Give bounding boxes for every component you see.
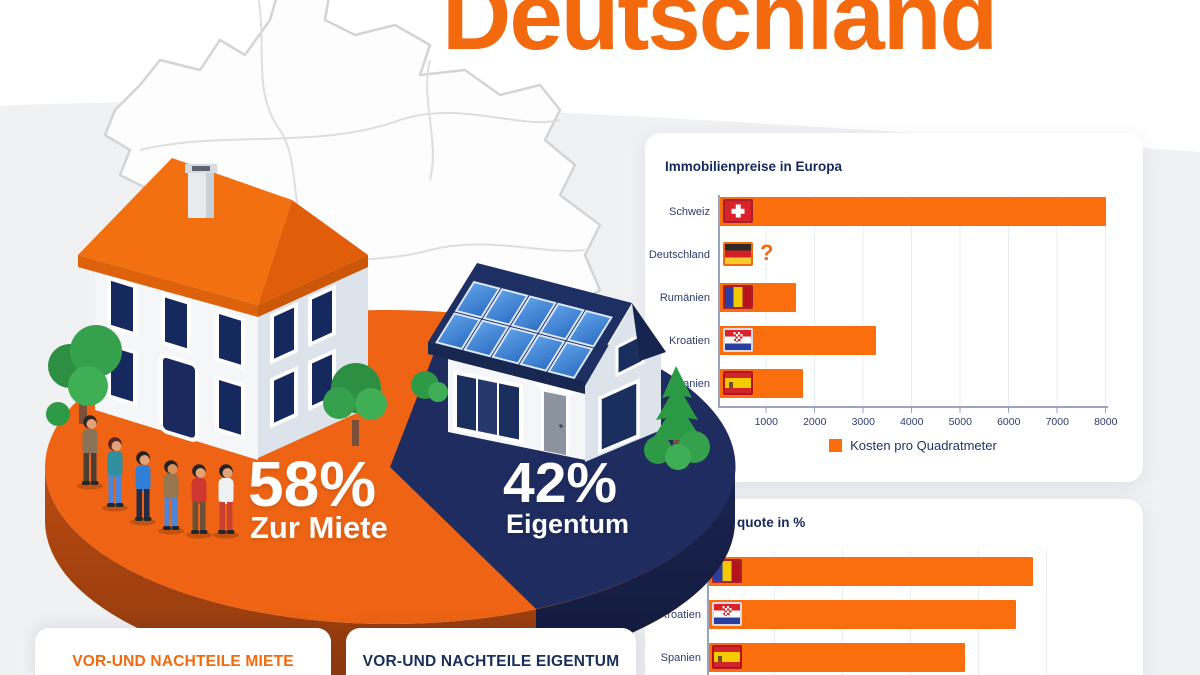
chart2-bar <box>707 557 1034 586</box>
chart1-tick-labels: 1000 2000 3000 4000 5000 6000 7000 8000 <box>742 416 1130 428</box>
country-flag-icon <box>723 199 753 223</box>
rent-label: Zur Miete <box>250 510 388 545</box>
chart1-tick-label: 8000 <box>1094 416 1118 428</box>
chart1-rows: Schweiz Deutschland ? Rumänien <box>645 190 1143 405</box>
chart1-row-label: Rumänien <box>659 291 710 304</box>
chart1-row-label: Spanien <box>669 377 710 390</box>
chart1-tick-label: 1000 <box>754 416 778 428</box>
chart2-row: Rumänien <box>645 550 1143 593</box>
chart2-title: quote in % <box>737 515 806 530</box>
chart1-tick-label: 7000 <box>1045 416 1069 428</box>
own-label: Eigentum <box>506 509 630 539</box>
question-mark: ? <box>760 240 774 265</box>
chart2-bar <box>707 600 1017 629</box>
country-flag-icon <box>723 371 753 395</box>
chart1-tick-label: 2000 <box>803 416 827 428</box>
chart1-tick-label: 5000 <box>948 416 972 428</box>
country-flag-icon <box>712 559 742 583</box>
chart1-row: Rumänien <box>645 276 1143 319</box>
chart2-rows: Rumänien Kroatien Spanien <box>645 550 1143 675</box>
chart1-title: Immobilienpreise in Europa <box>665 159 843 174</box>
country-flag-icon <box>723 285 753 309</box>
card-eigentum-title: VOR-UND NACHTEILE EIGENTUM <box>362 653 620 670</box>
country-flag-icon <box>712 645 742 669</box>
chart1-row: Schweiz <box>645 190 1143 233</box>
chart1-tick-label: 3000 <box>851 416 875 428</box>
card-vorteile-miete: VOR-UND NACHTEILE MIETE <box>35 628 331 675</box>
chart2-bar <box>707 643 966 672</box>
chart2-row: Spanien <box>645 636 1143 675</box>
chart1-y-axis <box>718 195 720 407</box>
rent-percentage: 58% <box>248 448 377 520</box>
chart2-row-label: Rumänien <box>650 565 701 578</box>
chart1-row-label: Deutschland <box>648 248 710 261</box>
country-flag-icon <box>723 242 753 266</box>
chart2-row-label: Spanien <box>660 651 701 664</box>
chart1-tick-label: 4000 <box>900 416 924 428</box>
page-title: Deutschland <box>442 0 998 70</box>
chart1-row-label: Kroatien <box>669 334 710 347</box>
chart1-bar <box>718 197 1106 226</box>
legend-swatch-icon <box>829 439 843 452</box>
legend-label: Kosten pro Quadratmeter <box>850 438 997 453</box>
card-miete-title: VOR-UND NACHTEILE MIETE <box>72 653 294 670</box>
country-flag-icon <box>712 602 742 626</box>
chart1-legend: Kosten pro Quadratmeter <box>718 438 1108 453</box>
chart1-row: Kroatien <box>645 319 1143 362</box>
chart1-tick-marks <box>718 408 1107 413</box>
chart1-x-axis <box>718 406 1108 408</box>
chart-card-immobilienpreise: Immobilienpreise in Europa Schweiz Deuts… <box>645 133 1143 482</box>
chart1-row: Spanien <box>645 362 1143 405</box>
chart-card-eigentumsquote: quote in % Rumänien Kroatien <box>645 499 1143 675</box>
chart2-row-label: Kroatien <box>660 608 701 621</box>
chart1-row: Deutschland ? <box>645 233 1143 276</box>
country-flag-icon <box>723 328 753 352</box>
own-percentage: 42% <box>503 451 618 515</box>
chart1-tick-label: 6000 <box>997 416 1021 428</box>
chart2-y-axis <box>707 550 709 675</box>
chart2-row: Kroatien <box>645 593 1143 636</box>
chart1-row-label: Schweiz <box>669 205 710 218</box>
card-vorteile-eigentum: VOR-UND NACHTEILE EIGENTUM <box>346 628 636 675</box>
